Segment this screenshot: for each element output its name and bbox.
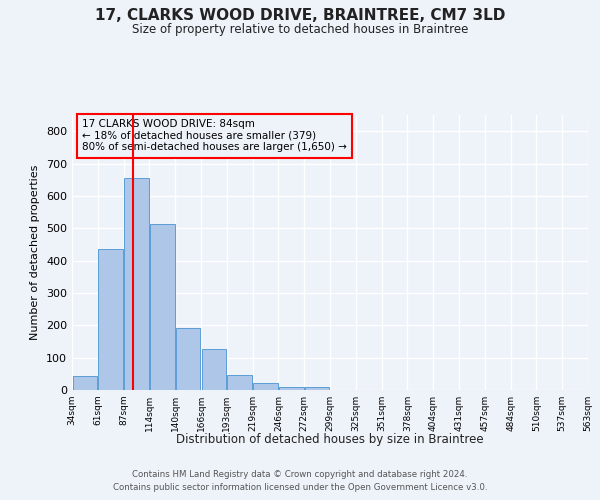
Bar bbox=[279, 387, 304, 390]
Bar bbox=[124, 178, 149, 390]
Bar bbox=[227, 376, 252, 390]
Bar bbox=[202, 349, 226, 390]
Text: 17, CLARKS WOOD DRIVE, BRAINTREE, CM7 3LD: 17, CLARKS WOOD DRIVE, BRAINTREE, CM7 3L… bbox=[95, 8, 505, 22]
Text: Contains public sector information licensed under the Open Government Licence v3: Contains public sector information licen… bbox=[113, 482, 487, 492]
Bar bbox=[98, 248, 123, 390]
Y-axis label: Number of detached properties: Number of detached properties bbox=[31, 165, 40, 340]
Bar bbox=[305, 388, 329, 390]
Text: 17 CLARKS WOOD DRIVE: 84sqm
← 18% of detached houses are smaller (379)
80% of se: 17 CLARKS WOOD DRIVE: 84sqm ← 18% of det… bbox=[82, 119, 347, 152]
Bar bbox=[150, 224, 175, 390]
Text: Contains HM Land Registry data © Crown copyright and database right 2024.: Contains HM Land Registry data © Crown c… bbox=[132, 470, 468, 479]
Text: Distribution of detached houses by size in Braintree: Distribution of detached houses by size … bbox=[176, 432, 484, 446]
Bar bbox=[176, 328, 200, 390]
Bar bbox=[253, 383, 278, 390]
Bar bbox=[73, 376, 97, 390]
Text: Size of property relative to detached houses in Braintree: Size of property relative to detached ho… bbox=[132, 22, 468, 36]
